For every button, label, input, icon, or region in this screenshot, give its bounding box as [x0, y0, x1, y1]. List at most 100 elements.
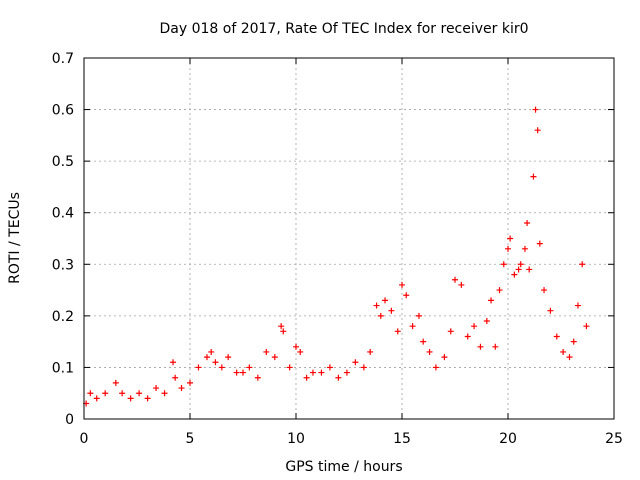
- data-point: [394, 328, 401, 335]
- data-point: [526, 266, 533, 273]
- y-tick-label: 0.4: [52, 206, 74, 222]
- data-point: [360, 364, 367, 371]
- data-point: [178, 385, 185, 392]
- data-point: [233, 369, 240, 376]
- data-point: [87, 390, 94, 397]
- data-point: [195, 364, 202, 371]
- data-point: [93, 395, 100, 402]
- data-point: [409, 323, 416, 330]
- data-point: [464, 333, 471, 340]
- x-tick-label: 15: [393, 431, 411, 447]
- data-point: [203, 354, 210, 361]
- data-point: [297, 348, 304, 355]
- data-point: [399, 281, 405, 288]
- y-tick-label: 0.7: [52, 51, 74, 67]
- data-point: [278, 323, 285, 330]
- data-point: [343, 369, 350, 376]
- data-point: [161, 390, 168, 397]
- data-point: [511, 271, 518, 278]
- data-point: [547, 307, 554, 314]
- data-point: [254, 374, 261, 381]
- data-point: [532, 106, 539, 113]
- data-point: [515, 266, 522, 273]
- x-tick-label: 20: [499, 431, 517, 447]
- data-point: [507, 235, 514, 242]
- data-point: [280, 328, 287, 335]
- data-point: [403, 292, 410, 299]
- data-point: [477, 343, 484, 350]
- scatter-markers: [83, 106, 590, 407]
- data-point: [153, 385, 160, 392]
- data-point: [127, 395, 134, 402]
- data-point: [574, 302, 581, 309]
- data-point: [483, 318, 490, 325]
- data-point: [240, 369, 246, 376]
- data-point: [458, 281, 465, 288]
- data-point: [447, 328, 454, 335]
- data-point: [388, 307, 395, 314]
- data-point: [318, 369, 325, 376]
- data-point: [524, 220, 531, 227]
- data-point: [172, 374, 179, 381]
- data-point: [426, 348, 433, 355]
- data-point: [136, 390, 143, 397]
- data-point: [579, 261, 586, 268]
- data-point: [500, 261, 507, 268]
- data-point: [541, 287, 548, 294]
- data-point: [536, 240, 543, 247]
- data-point: [432, 364, 439, 371]
- data-point: [326, 364, 333, 371]
- data-point: [208, 348, 215, 355]
- data-point: [373, 302, 380, 309]
- data-point: [377, 312, 384, 319]
- data-point: [271, 354, 278, 361]
- y-tick-label: 0.5: [52, 154, 74, 170]
- data-point: [496, 287, 503, 294]
- data-point: [488, 297, 495, 304]
- data-point: [187, 379, 193, 386]
- data-point: [263, 348, 270, 355]
- data-point: [352, 359, 359, 366]
- y-tick-label: 0: [65, 412, 74, 428]
- y-tick-label: 0.6: [52, 103, 74, 119]
- data-point: [530, 173, 537, 180]
- data-point: [521, 245, 528, 252]
- data-point: [309, 369, 316, 376]
- data-point: [218, 364, 225, 371]
- plot-frame: [83, 57, 615, 420]
- data-point: [225, 354, 232, 361]
- y-tick-label: 0.1: [52, 360, 74, 376]
- axis-ticks: 0 5 10 15 20 25 0 0.1 0.2 0.3 0.4 0.5 0.6 0.7: [52, 51, 623, 447]
- data-point: [560, 348, 567, 355]
- data-point: [471, 323, 478, 330]
- data-point: [420, 338, 427, 345]
- data-point: [570, 338, 577, 345]
- data-point: [452, 276, 458, 283]
- data-point: [517, 261, 524, 268]
- y-axis-title: ROTI / TECUs: [7, 192, 23, 284]
- data-point: [534, 127, 541, 134]
- data-point: [212, 359, 219, 366]
- grid-lines: [84, 58, 614, 419]
- x-tick-label: 10: [287, 431, 305, 447]
- x-axis-title: GPS time / hours: [285, 459, 402, 475]
- data-point: [583, 323, 590, 330]
- data-point: [112, 379, 119, 386]
- data-point: [566, 354, 573, 361]
- y-tick-label: 0.3: [52, 257, 74, 273]
- chart-title: Day 018 of 2017, Rate Of TEC Index for r…: [159, 21, 528, 37]
- x-tick-label: 0: [80, 431, 89, 447]
- data-point: [441, 354, 448, 361]
- data-point: [553, 333, 560, 340]
- data-point: [303, 374, 310, 381]
- data-point: [382, 297, 389, 304]
- data-point: [144, 395, 151, 402]
- data-point: [102, 390, 109, 397]
- data-point: [286, 364, 293, 371]
- data-point: [335, 374, 342, 381]
- data-point: [293, 343, 299, 350]
- x-tick-label: 5: [186, 431, 195, 447]
